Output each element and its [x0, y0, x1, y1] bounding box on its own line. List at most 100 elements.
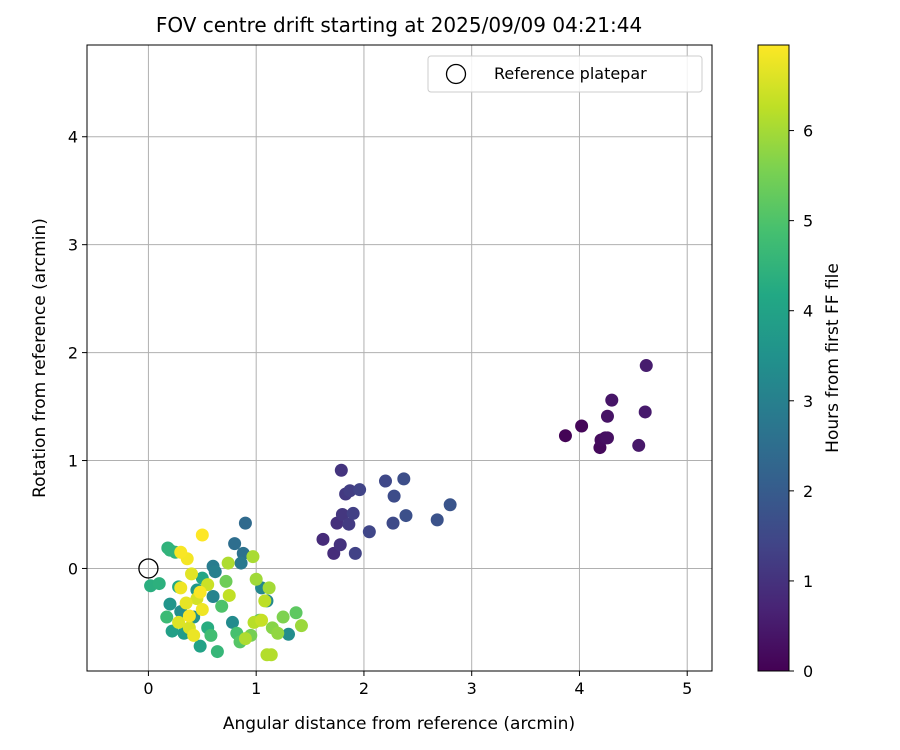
data-point — [195, 528, 209, 542]
grid-lines — [87, 45, 712, 671]
data-point — [443, 498, 457, 512]
colorbar: 0 1 2 3 4 5 6 Hours from first FF file — [757, 44, 843, 681]
x-tick-label: 5 — [682, 679, 692, 698]
data-point — [397, 472, 411, 486]
data-point — [215, 599, 229, 613]
data-point — [193, 639, 207, 653]
data-point — [362, 525, 376, 539]
data-point — [195, 602, 209, 616]
colorbar-gradient — [757, 44, 790, 672]
data-point — [258, 594, 272, 608]
data-point — [294, 619, 308, 633]
y-tick-label: 3 — [68, 236, 78, 255]
colorbar-tick-label: 6 — [803, 122, 813, 141]
data-point — [335, 508, 349, 521]
data-point — [204, 628, 218, 642]
data-point — [238, 516, 252, 530]
data-point — [575, 419, 589, 433]
colorbar-label: Hours from first FF file — [823, 263, 843, 453]
data-point — [386, 516, 400, 530]
data-point — [174, 545, 188, 559]
data-point — [316, 532, 330, 546]
data-point — [282, 627, 296, 641]
data-point — [289, 606, 303, 620]
data-point — [430, 513, 444, 527]
colorbar-tick-label: 5 — [803, 212, 813, 231]
data-point — [343, 484, 357, 498]
x-tick-label: 0 — [143, 679, 153, 698]
data-point — [152, 577, 166, 591]
data-point — [346, 506, 360, 520]
x-tick-label: 4 — [574, 679, 584, 698]
x-tick-label: 3 — [467, 679, 477, 698]
data-point — [179, 596, 193, 610]
data-point — [228, 537, 242, 551]
data-point — [399, 509, 413, 523]
legend-box — [427, 55, 703, 93]
data-point — [600, 431, 614, 445]
data-point — [238, 632, 252, 646]
data-point — [605, 393, 619, 407]
data-point — [334, 463, 348, 477]
data-points — [144, 359, 653, 662]
data-point — [600, 409, 614, 423]
data-point — [333, 538, 347, 552]
y-tick-label: 4 — [68, 128, 78, 147]
reference-platepar-marker — [138, 558, 159, 579]
data-point — [271, 626, 285, 640]
colorbar-tick-label: 1 — [803, 572, 813, 591]
colorbar-tick-label: 0 — [803, 662, 813, 681]
legend-marker-icon — [445, 63, 467, 85]
data-point — [206, 590, 220, 604]
data-point — [378, 474, 392, 488]
chart-title: FOV centre drift starting at 2025/09/09 … — [156, 13, 642, 37]
colorbar-ticks: 0 1 2 3 4 5 6 — [789, 122, 813, 681]
data-point — [219, 574, 233, 588]
data-point — [638, 405, 652, 419]
y-axis-label: Rotation from reference (arcmin) — [30, 218, 50, 498]
data-point — [182, 609, 196, 623]
data-point — [632, 438, 646, 452]
data-point — [262, 581, 276, 595]
plot-frame — [86, 44, 713, 672]
data-point — [558, 429, 572, 443]
data-point — [353, 483, 367, 497]
y-tick-label: 2 — [68, 344, 78, 363]
data-point — [172, 615, 186, 629]
y-tick-label: 1 — [68, 452, 78, 471]
y-tick-label: 0 — [68, 559, 78, 578]
data-point — [276, 610, 290, 624]
data-point — [193, 585, 207, 599]
data-point — [342, 517, 356, 531]
data-point — [249, 572, 263, 586]
data-point — [174, 581, 188, 595]
data-point — [348, 546, 362, 560]
x-tick-label: 1 — [251, 679, 261, 698]
data-point — [225, 615, 239, 629]
colorbar-tick-label: 4 — [803, 302, 813, 321]
data-point — [264, 648, 278, 662]
data-point — [163, 597, 177, 611]
data-point — [246, 550, 260, 564]
data-point — [187, 628, 201, 642]
legend-label: Reference platepar — [494, 64, 647, 83]
data-point — [160, 610, 174, 624]
colorbar-tick-label: 2 — [803, 482, 813, 501]
data-point — [210, 645, 224, 659]
data-point — [255, 613, 269, 627]
data-point — [221, 556, 235, 570]
legend: Reference platepar — [427, 55, 703, 93]
data-point — [234, 556, 248, 570]
data-point — [208, 565, 222, 579]
x-axis-label: Angular distance from reference (arcmin) — [223, 714, 575, 734]
data-point — [387, 489, 401, 503]
y-axis-ticks: 0 1 2 3 4 — [68, 128, 87, 578]
x-tick-label: 2 — [359, 679, 369, 698]
data-point — [639, 359, 653, 373]
x-axis-ticks: 0 1 2 3 4 5 — [143, 671, 692, 698]
data-point — [185, 567, 199, 581]
reference-point — [138, 558, 159, 579]
data-point — [222, 588, 236, 602]
colorbar-tick-label: 3 — [803, 392, 813, 411]
